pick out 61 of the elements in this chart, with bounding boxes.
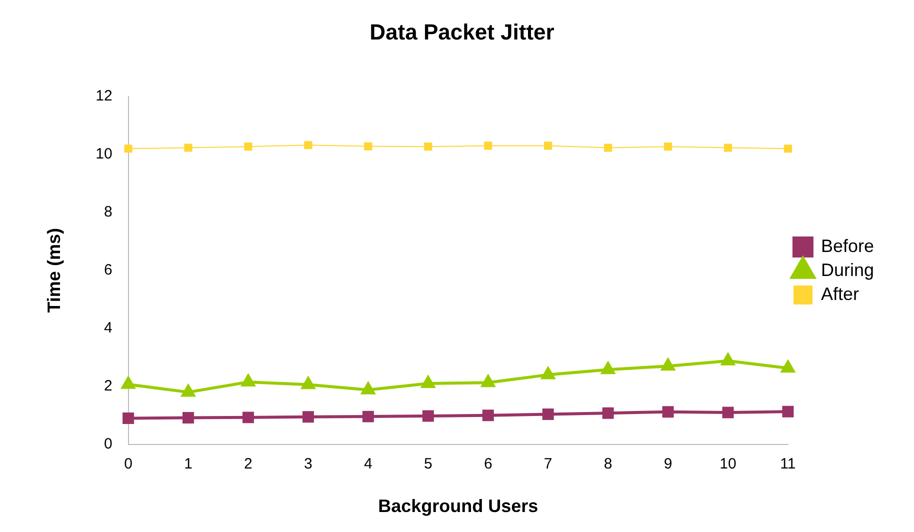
x-tick-label: 4: [364, 456, 372, 473]
y-axis-title: Time (ms): [44, 228, 64, 313]
point: [782, 406, 794, 418]
point: [722, 406, 734, 418]
point: [724, 144, 732, 152]
point: [664, 142, 672, 151]
point: [182, 384, 195, 397]
point: [484, 142, 492, 150]
x-tick-label: 7: [544, 456, 552, 473]
x-tick-label: 10: [720, 456, 736, 473]
point: [721, 353, 735, 366]
point: [482, 410, 494, 422]
x-tick-label: 2: [244, 456, 252, 473]
point: [602, 407, 614, 419]
legend-label: After: [820, 284, 859, 304]
point: [544, 142, 552, 150]
x-tick-label: 9: [664, 456, 672, 473]
point: [784, 144, 792, 153]
y-tick-label: 8: [104, 204, 112, 221]
point: [781, 360, 795, 373]
point: [304, 141, 312, 150]
x-tick-label: 3: [304, 456, 312, 473]
point: [601, 362, 615, 374]
x-tick-label: 11: [780, 456, 796, 473]
point: [422, 410, 434, 422]
point: [481, 375, 495, 388]
point: [302, 411, 314, 423]
x-tick-label: 0: [124, 456, 132, 473]
y-tick-label: 4: [104, 320, 112, 337]
point: [244, 142, 252, 151]
x-tick-label: 5: [424, 456, 432, 473]
point: [361, 382, 375, 394]
point: [662, 406, 674, 418]
point: [421, 376, 435, 388]
point: [122, 376, 135, 389]
x-tick-label: 6: [484, 456, 492, 473]
y-tick-label: 2: [104, 378, 112, 395]
y-tick-label: 0: [104, 436, 112, 453]
point: [604, 144, 612, 152]
chart-title: Data Packet Jitter: [370, 19, 555, 44]
point: [122, 412, 134, 424]
x-tick-label: 8: [604, 456, 612, 473]
point: [302, 377, 315, 390]
point: [124, 144, 132, 153]
x-axis-title: Background Users: [378, 496, 538, 516]
legend-label: During: [820, 260, 874, 280]
y-tick-label: 12: [96, 88, 112, 105]
point: [242, 412, 254, 424]
point: [184, 144, 192, 152]
point: [362, 410, 374, 422]
point: [424, 142, 432, 151]
point: [364, 142, 372, 150]
point: [661, 358, 675, 371]
legend-label: Before: [820, 236, 874, 256]
point: [242, 374, 255, 387]
y-tick-label: 10: [96, 146, 112, 163]
y-tick-label: 6: [104, 262, 112, 279]
point: [182, 412, 194, 424]
point: [541, 367, 555, 380]
x-tick-label: 1: [184, 456, 192, 473]
point: [542, 408, 554, 420]
